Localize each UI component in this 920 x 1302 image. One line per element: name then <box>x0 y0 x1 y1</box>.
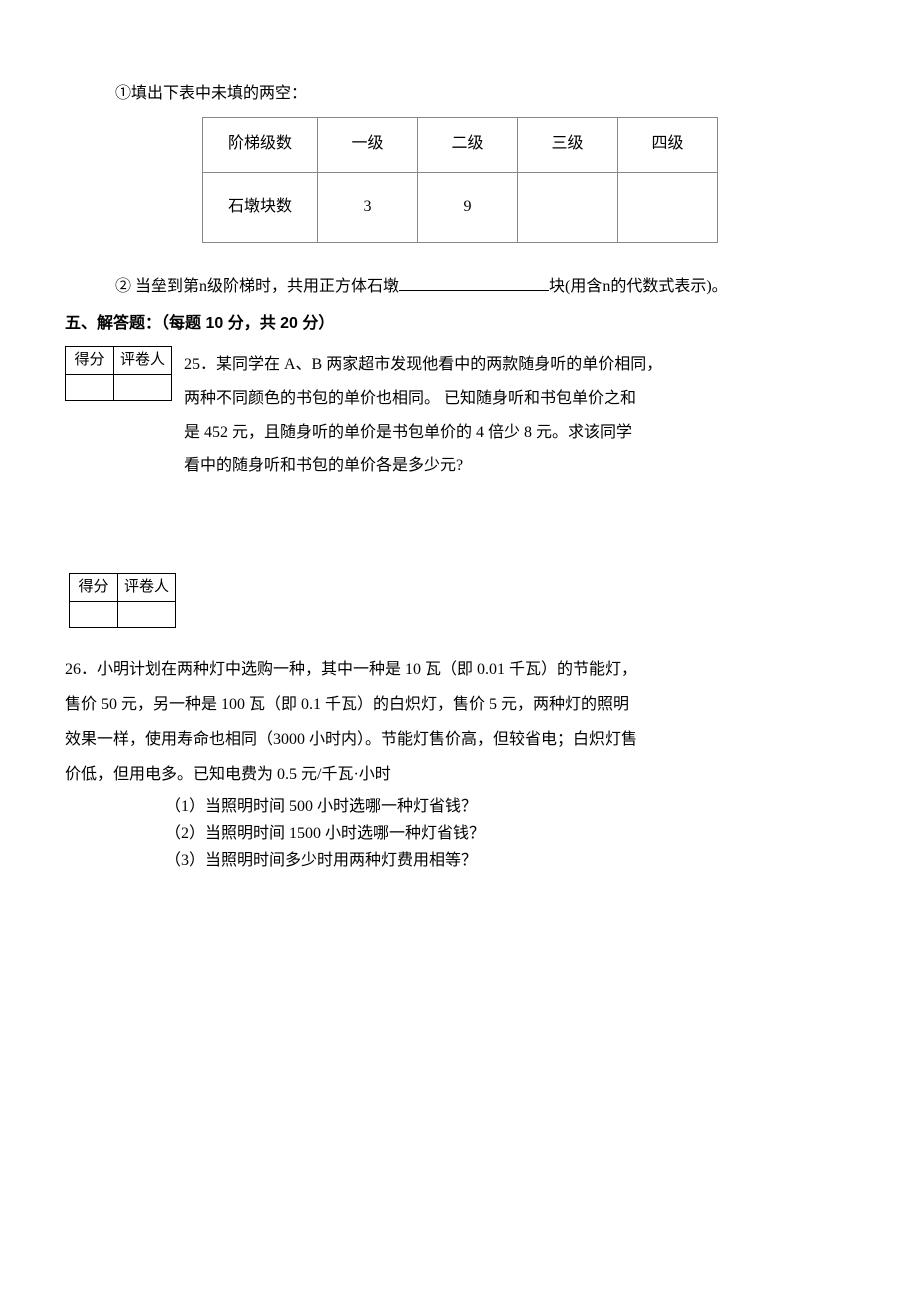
q26-sub: （3）当照明时间多少时用两种灯费用相等？ <box>165 847 855 874</box>
q26-sub: （2）当照明时间 1500 小时选哪一种灯省钱？ <box>165 820 855 847</box>
tier-table: 阶梯级数 一级 二级 三级 四级 石墩块数 3 9 <box>202 117 718 243</box>
q26-line: 26．小明计划在两种灯中选购一种，其中一种是 10 瓦（即 0.01 千瓦）的节… <box>65 652 855 687</box>
th-c1: 一级 <box>318 117 418 172</box>
score-cell <box>66 375 114 401</box>
td-c1: 3 <box>318 172 418 242</box>
q25-line: 看中的随身听和书包的单价各是多少元? <box>184 449 662 483</box>
reviewer-label: 评卷人 <box>114 347 172 375</box>
th-c3: 三级 <box>518 117 618 172</box>
q26-block: 26．小明计划在两种灯中选购一种，其中一种是 10 瓦（即 0.01 千瓦）的节… <box>65 652 855 793</box>
td-label: 石墩块数 <box>203 172 318 242</box>
q26-sub: （1）当照明时间 500 小时选哪一种灯省钱？ <box>165 793 855 820</box>
th-c4: 四级 <box>618 117 718 172</box>
reviewer-label: 评卷人 <box>118 573 176 601</box>
td-c3 <box>518 172 618 242</box>
q2-suffix: 块(用含n的代数式表示)。 <box>549 278 728 295</box>
q25-block: 得分 评卷人 25．某同学在 A、B 两家超市发现他看中的两款随身听的单价相同，… <box>65 346 855 482</box>
spacer <box>65 483 855 573</box>
q25-line: 两种不同颜色的书包的单价也相同。 已知随身听和书包单价之和 <box>184 382 662 416</box>
q2-line: ② 当垒到第n级阶梯时，共用正方体石墩 块(用含n的代数式表示)。 <box>65 273 855 302</box>
q25-line: 是 452 元，且随身听的单价是书包单价的 4 倍少 8 元。求该同学 <box>184 416 662 450</box>
q25-text: 25．某同学在 A、B 两家超市发现他看中的两款随身听的单价相同， 两种不同颜色… <box>184 346 662 482</box>
score-cell <box>70 601 118 627</box>
td-c2: 9 <box>418 172 518 242</box>
reviewer-cell <box>114 375 172 401</box>
q26-line: 售价 50 元，另一种是 100 瓦（即 0.1 千瓦）的白炽灯，售价 5 元，… <box>65 687 855 722</box>
table-header-row: 阶梯级数 一级 二级 三级 四级 <box>203 117 718 172</box>
q2-prefix: ② 当垒到第n级阶梯时，共用正方体石墩 <box>115 278 399 295</box>
q26-subs: （1）当照明时间 500 小时选哪一种灯省钱？ （2）当照明时间 1500 小时… <box>65 793 855 875</box>
table-data-row: 石墩块数 3 9 <box>203 172 718 242</box>
q26-line: 效果一样，使用寿命也相同（3000 小时内）。节能灯售价高，但较省电；白炽灯售 <box>65 722 855 757</box>
score-label: 得分 <box>66 347 114 375</box>
th-c2: 二级 <box>418 117 518 172</box>
fill-blank <box>399 275 549 291</box>
score-box: 得分 评卷人 <box>69 573 176 628</box>
q25-line: 25．某同学在 A、B 两家超市发现他看中的两款随身听的单价相同， <box>184 348 662 382</box>
td-c4 <box>618 172 718 242</box>
score-label: 得分 <box>70 573 118 601</box>
section-5-title: 五、解答题：（每题 10 分，共 20 分） <box>65 310 855 339</box>
reviewer-cell <box>118 601 176 627</box>
score-box: 得分 评卷人 <box>65 346 172 401</box>
q1-prompt: ①填出下表中未填的两空： <box>65 80 855 109</box>
th-label: 阶梯级数 <box>203 117 318 172</box>
q26-line: 价低，但用电多。已知电费为 0.5 元/千瓦·小时 <box>65 757 855 792</box>
